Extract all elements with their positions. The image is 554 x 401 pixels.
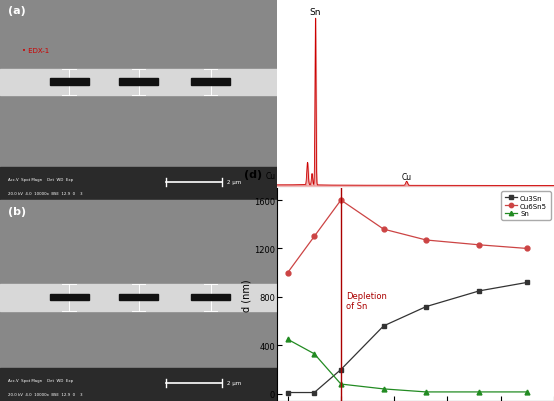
Text: (b): (b)	[8, 207, 27, 217]
Text: Cu: Cu	[402, 172, 412, 181]
Sn	[423, 389, 429, 394]
Bar	[191, 79, 230, 86]
Text: (a): (a)	[8, 6, 26, 16]
Cu6Sn5	[476, 243, 483, 248]
Cu6Sn5	[337, 198, 344, 203]
Line: Cu3Sn: Cu3Sn	[285, 280, 530, 395]
Text: 2 μm: 2 μm	[227, 380, 242, 385]
Line: Cu6Sn5: Cu6Sn5	[285, 198, 530, 275]
Bar	[0, 70, 277, 96]
Text: (d): (d)	[244, 170, 262, 180]
Cu6Sn5	[423, 238, 429, 243]
Cu3Sn	[380, 324, 387, 328]
Bar	[50, 294, 89, 300]
Cu3Sn	[476, 289, 483, 294]
Sn	[337, 382, 344, 387]
Bar	[0, 285, 277, 311]
Bar	[0, 0, 277, 70]
Text: • EDX-1: • EDX-1	[22, 48, 49, 54]
Text: Cu: Cu	[266, 172, 276, 181]
Bar	[119, 294, 158, 300]
Bar	[50, 79, 89, 86]
Sn	[380, 387, 387, 391]
Text: 2 μm: 2 μm	[227, 180, 242, 185]
Bar	[0, 368, 277, 401]
Text: 20.0 kV  4.0  10000x  BSE  12.9  0    3: 20.0 kV 4.0 10000x BSE 12.9 0 3	[8, 191, 83, 195]
Sn	[524, 389, 531, 394]
Line: Sn: Sn	[285, 337, 530, 394]
Cu3Sn	[311, 390, 317, 395]
Cu6Sn5	[284, 271, 291, 275]
Text: Acc.V  Spot Magn    Det  WD  Exp: Acc.V Spot Magn Det WD Exp	[8, 379, 74, 383]
Y-axis label: d (nm): d (nm)	[241, 278, 251, 311]
Bar	[0, 311, 277, 401]
Cu3Sn	[423, 304, 429, 309]
Cu6Sn5	[524, 247, 531, 251]
Text: 20.0 kV  4.0  10000x  BSE  12.9  0    3: 20.0 kV 4.0 10000x BSE 12.9 0 3	[8, 392, 83, 396]
Cu3Sn	[284, 390, 291, 395]
Legend: Cu3Sn, Cu6Sn5, Sn: Cu3Sn, Cu6Sn5, Sn	[501, 192, 551, 220]
Bar	[0, 200, 277, 285]
Text: Sn: Sn	[310, 8, 321, 17]
Sn	[284, 337, 291, 342]
Sn	[476, 389, 483, 394]
Text: Acc.V  Spot Magn    Det  WD  Exp: Acc.V Spot Magn Det WD Exp	[8, 178, 74, 182]
Bar	[0, 168, 277, 200]
Cu6Sn5	[311, 234, 317, 239]
Bar	[119, 79, 158, 86]
Cu3Sn	[524, 280, 531, 285]
Bar	[191, 294, 230, 300]
Bar	[0, 96, 277, 200]
Sn	[311, 352, 317, 356]
Text: Depletion
of Sn: Depletion of Sn	[346, 291, 387, 310]
Cu3Sn	[337, 367, 344, 372]
Cu6Sn5	[380, 227, 387, 232]
